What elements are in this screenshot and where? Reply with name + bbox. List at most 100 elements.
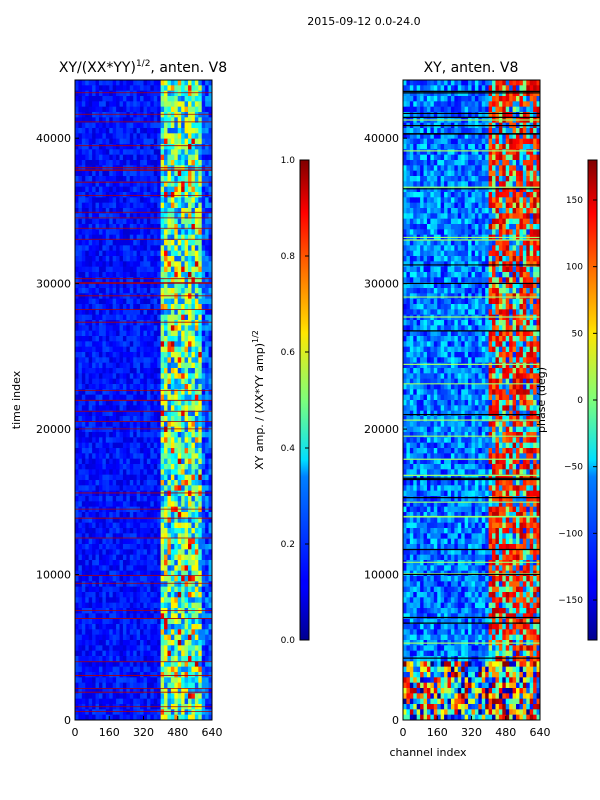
heatmap-cell [153,714,158,720]
heatmap-cell [205,421,209,427]
heatmap-cell [157,202,161,209]
heatmap-cell [78,176,83,182]
heatmap-cell [112,80,117,86]
heatmap-cell [181,432,185,438]
heatmap-cell [133,208,137,214]
heatmap-cell [150,496,155,502]
heatmap-cell [160,693,165,699]
heatmap-cell [153,421,158,427]
heatmap-cell [143,490,148,497]
heatmap-cell [126,634,131,641]
heatmap-cell [78,682,83,689]
heatmap-cell [133,149,137,155]
heatmap-cell [181,346,185,353]
heatmap-cell [198,608,203,614]
heatmap-cell [146,256,151,262]
heatmap-cell [174,224,179,230]
heatmap-cell [191,442,196,449]
heatmap-cell [109,416,113,422]
heatmap-cell [98,640,103,646]
heatmap-cell [140,96,144,102]
heatmap-cell [191,394,196,401]
heatmap-cell [167,501,172,507]
heatmap-cell [98,373,103,379]
heatmap-cell [92,474,96,481]
heatmap-cell [133,576,137,582]
heatmap-cell [188,464,192,470]
heatmap-cell [126,448,131,454]
heatmap-cell [194,144,199,150]
heatmap-cell [194,544,199,550]
heatmap-cell [201,672,206,678]
heatmap-cell [85,474,89,481]
heatmap-cell [191,389,196,395]
heatmap-cell [102,485,107,491]
heatmap-cell [181,197,185,203]
heatmap-cell [160,448,165,454]
heatmap-cell [140,416,144,422]
heatmap-cell [122,341,127,347]
heatmap-cell [201,160,206,166]
heatmap-cell [98,682,103,689]
heatmap-cell [181,421,185,427]
heatmap-cell [406,85,411,91]
heatmap-cell [205,522,209,529]
heatmap-cell [136,314,141,321]
heatmap-cell [160,698,165,705]
heatmap-cell [198,346,203,353]
heatmap-cell [191,410,196,417]
heatmap-cell [143,394,148,401]
heatmap-cell [143,517,148,523]
heatmap-cell [95,517,100,523]
heatmap-cell [194,538,199,545]
heatmap-cell [129,373,134,379]
heatmap-cell [184,208,189,214]
heatmap-cell [177,384,182,390]
heatmap-cell [109,576,113,582]
heatmap-cell [177,693,182,699]
heatmap-cell [208,288,212,294]
heatmap-cell [105,165,110,171]
heatmap-cell [150,245,155,251]
heatmap-cell [177,490,182,497]
heatmap-cell [167,688,172,694]
heatmap-cell [174,304,179,310]
heatmap-cell [194,309,199,315]
heatmap-cell [98,709,103,715]
heatmap-cell [122,554,127,561]
heatmap-cell [181,202,185,209]
heatmap-cell [109,266,113,273]
heatmap-cell [194,90,199,97]
heatmap-cell [194,421,199,427]
heatmap-cell [146,144,151,150]
heatmap-cell [208,490,212,497]
heatmap-cell [95,282,100,289]
heatmap-cell [129,170,134,177]
heatmap-cell [126,192,131,198]
heatmap-cell [164,661,168,667]
heatmap-cell [78,624,83,630]
heatmap-cell [170,464,175,470]
heatmap-cell [150,608,155,614]
heatmap-cell [201,560,206,566]
heatmap-cell [198,512,203,518]
heatmap-cell [75,186,79,193]
heatmap-cell [105,405,110,411]
heatmap-cell [92,186,96,193]
heatmap-cell [177,112,182,118]
heatmap-cell [519,80,524,86]
heatmap-cell [170,133,175,139]
heatmap-cell [92,170,96,177]
heatmap-cell [170,405,175,411]
heatmap-cell [88,464,93,470]
heatmap-cell [160,533,165,539]
heatmap-cell [136,608,141,614]
heatmap-cell [174,453,179,459]
heatmap-cell [164,122,168,129]
heatmap-cell [160,117,165,123]
heatmap-cell [98,330,103,337]
heatmap-cell [143,336,148,342]
heatmap-cell [85,192,89,198]
heatmap-cell [95,128,100,134]
heatmap-cell [146,314,151,321]
